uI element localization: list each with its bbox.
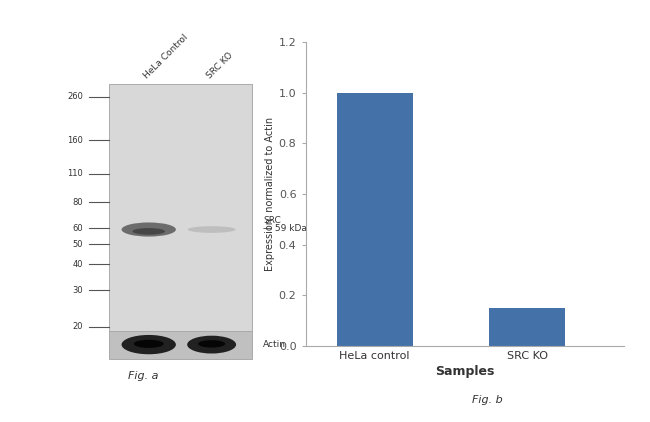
Ellipse shape bbox=[122, 222, 176, 237]
Y-axis label: Expression  normalized to Actin: Expression normalized to Actin bbox=[265, 117, 274, 271]
Text: 160: 160 bbox=[67, 135, 83, 145]
Ellipse shape bbox=[198, 340, 225, 348]
Text: Actin: Actin bbox=[263, 340, 286, 349]
Text: HeLa Control: HeLa Control bbox=[142, 32, 190, 80]
Ellipse shape bbox=[134, 340, 164, 348]
Bar bbox=[109, 331, 252, 359]
Text: 60: 60 bbox=[72, 224, 83, 233]
Text: — 59 kDa: — 59 kDa bbox=[263, 224, 307, 233]
Ellipse shape bbox=[188, 226, 235, 233]
Text: 80: 80 bbox=[72, 198, 83, 207]
Text: Fig. b: Fig. b bbox=[472, 395, 503, 405]
Text: Fig. a: Fig. a bbox=[128, 371, 158, 381]
Text: 110: 110 bbox=[67, 169, 83, 178]
Text: SRC KO: SRC KO bbox=[205, 50, 235, 80]
Text: SRC: SRC bbox=[263, 216, 281, 225]
Text: 50: 50 bbox=[72, 240, 83, 249]
Bar bbox=[109, 84, 252, 331]
Bar bbox=[337, 93, 413, 346]
Text: 260: 260 bbox=[67, 92, 83, 101]
Text: 40: 40 bbox=[72, 260, 83, 269]
Text: 20: 20 bbox=[72, 322, 83, 331]
Bar bbox=[489, 308, 565, 346]
Text: 30: 30 bbox=[72, 286, 83, 295]
Ellipse shape bbox=[187, 335, 236, 354]
Ellipse shape bbox=[133, 228, 165, 235]
Ellipse shape bbox=[122, 335, 176, 354]
X-axis label: Samples: Samples bbox=[435, 365, 495, 378]
